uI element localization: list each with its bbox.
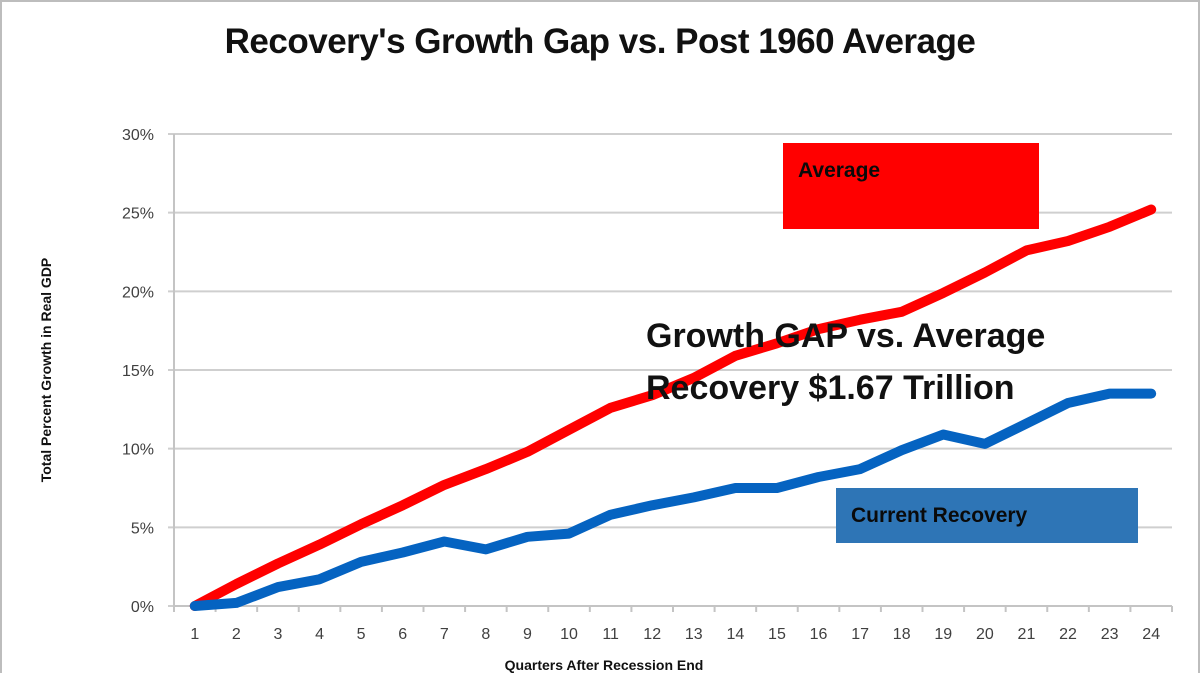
x-tick-label: 23 bbox=[1101, 626, 1119, 643]
legend-boxes: Average Current Recovery bbox=[783, 143, 1138, 543]
legend-label-current-recovery: Current Recovery bbox=[851, 504, 1028, 527]
x-tick-label: 17 bbox=[851, 626, 869, 643]
y-tick-label: 15% bbox=[122, 363, 154, 380]
x-tick-label: 15 bbox=[768, 626, 786, 643]
x-tick-label: 5 bbox=[357, 626, 366, 643]
x-tick-label: 19 bbox=[934, 626, 952, 643]
y-axis-title: Total Percent Growth in Real GDP bbox=[38, 258, 54, 483]
series-line-current-recovery bbox=[189, 388, 1157, 611]
x-tick-label: 7 bbox=[440, 626, 449, 643]
series-line-average bbox=[189, 204, 1157, 611]
axes bbox=[173, 134, 1173, 612]
x-tick-label: 21 bbox=[1018, 626, 1036, 643]
gap-annotation-line-1: Growth GAP vs. Average bbox=[646, 317, 1045, 355]
legend-label-average: Average bbox=[798, 159, 880, 182]
x-tick-label: 22 bbox=[1059, 626, 1077, 643]
x-tick-label: 11 bbox=[602, 626, 619, 643]
y-tick-label: 5% bbox=[131, 520, 154, 537]
legend-box-average bbox=[783, 143, 1039, 229]
x-tick-label: 18 bbox=[893, 626, 911, 643]
x-tick-label: 16 bbox=[810, 626, 828, 643]
y-tick-label: 10% bbox=[122, 442, 154, 459]
y-tick-label: 25% bbox=[122, 206, 154, 223]
x-tick-label: 12 bbox=[643, 626, 661, 643]
x-tick-label: 14 bbox=[726, 626, 744, 643]
x-tick-label: 1 bbox=[190, 626, 199, 643]
x-tick-label: 9 bbox=[523, 626, 532, 643]
x-tick-label: 10 bbox=[560, 626, 578, 643]
gap-annotation-line-2: Recovery $1.67 Trillion bbox=[646, 369, 1015, 407]
x-tick-label: 3 bbox=[274, 626, 283, 643]
series-lines bbox=[189, 204, 1157, 611]
x-tick-label: 8 bbox=[481, 626, 490, 643]
y-tick-label: 30% bbox=[122, 127, 154, 144]
x-tick-labels: 1 2 3 4 5 6 7 8 9 10 11 12 13 14 15 16 17 18 19 20 21 22 23 24 bbox=[190, 626, 1160, 643]
x-tick-label: 2 bbox=[232, 626, 241, 643]
chart-title: Recovery's Growth Gap vs. Post 1960 Aver… bbox=[224, 22, 976, 61]
x-axis-title: Quarters After Recession End bbox=[505, 657, 704, 673]
y-tick-label: 20% bbox=[122, 284, 154, 301]
x-tick-label: 6 bbox=[398, 626, 407, 643]
x-tick-label: 24 bbox=[1142, 626, 1160, 643]
y-tick-labels: 0% 5% 10% 15% 20% 25% 30% bbox=[122, 127, 154, 616]
y-tick-label: 0% bbox=[131, 599, 154, 616]
x-tick-label: 13 bbox=[685, 626, 703, 643]
x-tick-label: 4 bbox=[315, 626, 324, 643]
legend-box-current-recovery bbox=[836, 488, 1138, 543]
x-tick-label: 20 bbox=[976, 626, 994, 643]
